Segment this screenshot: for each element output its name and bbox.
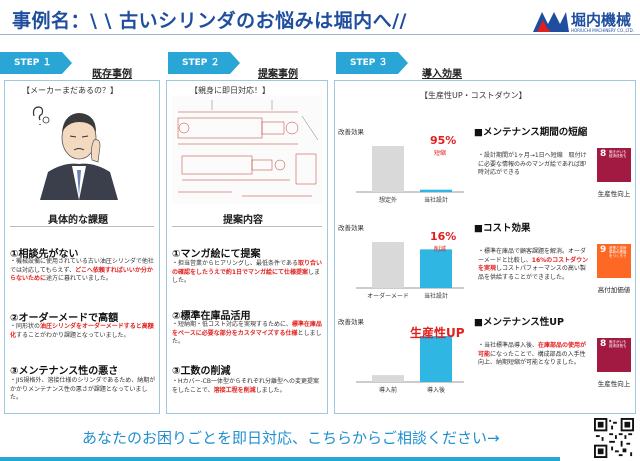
- chart-category-label: 想定外: [379, 196, 397, 204]
- effect-title: ■メンテナンス性UP: [474, 317, 564, 328]
- improvement-label: 改善効果: [338, 318, 364, 326]
- effect-body: ・標準在庫品で顧客課題を解消。オーダーメードと比較し、16%のコストダウンを実現…: [478, 248, 589, 281]
- sdg-caption: 高付加価値: [597, 286, 631, 294]
- step-2-item-3-title: ③工数の削減: [172, 366, 231, 377]
- step-3-tab: STEP ３: [336, 52, 408, 74]
- step-1-tab: STEP １: [0, 52, 72, 74]
- chart-category-label: 導入後: [427, 386, 445, 394]
- step-1-item-2-body: ・同形状の油圧シリンダをオーダーメードすると高額化することがわかり課題となってい…: [10, 323, 154, 339]
- title-divider: [0, 34, 640, 35]
- step-1-title: 既存事例: [92, 69, 132, 80]
- improvement-label: 改善効果: [338, 128, 364, 136]
- step-2-item-1-body: ・担当営業からヒアリングし、最低条件である取り合いの確認をしたうえで約1日でマン…: [172, 260, 322, 284]
- chart-category-label: オーダーメード: [367, 292, 409, 300]
- step-2-item-2-body: ・短納期・低コスト対応を実現するために、標準在庫品をベースに必要な部分をカスタマ…: [172, 321, 322, 345]
- footer-band: [0, 418, 640, 461]
- effect-body: ・設計期間が1ヶ月→1日へ短縮 取付けに必要な情報のみのマンガ絵であれば即時対応…: [478, 152, 587, 176]
- step-1-item-1-title: ①相談先がない: [10, 249, 79, 260]
- chart-bar: [420, 189, 452, 192]
- improvement-label: 改善効果: [338, 224, 364, 232]
- step-2-title: 提案事例: [258, 69, 298, 80]
- effect-percent-note: 削減: [434, 246, 447, 253]
- step-1-item-3-body: ・JIS規格外、溶接仕様のシリンダであるため、納期がかかりメンテナンス性の悪さが…: [10, 377, 156, 401]
- step-2-tab: STEP ２: [168, 52, 240, 74]
- chart-bar: [420, 249, 452, 288]
- step-3-bracket: 【生産性UP・コストダウン】: [420, 91, 527, 100]
- step-2-bracket: 【親身に即日対応！】: [190, 86, 270, 95]
- sdg-badge-icon: 9 産業と技術革新の基盤をつくろう: [597, 244, 631, 278]
- worried-man-illustration-icon: [32, 106, 118, 200]
- effect-percent: 16%: [430, 230, 457, 243]
- chart-category-label: 当社設計: [424, 292, 448, 300]
- chart-bar: [372, 242, 404, 288]
- logo-subtext: HORIUCHI MACHINERY CO.,LTD.: [571, 28, 634, 33]
- chart-bar: [372, 375, 404, 382]
- step-1-bracket: 【メーカーまだあるの？】: [22, 86, 118, 95]
- page-title: 事例名：\ \ 古いシリンダのお悩みは堀内へ//: [12, 10, 407, 32]
- step-3-title: 導入効果: [422, 69, 462, 80]
- effect-percent: 生産性UP: [410, 326, 465, 340]
- effect-chart: 想定外 当社設計: [356, 146, 464, 204]
- chart-category-label: 当社設計: [424, 196, 448, 204]
- step-1-subhead-rule: [10, 226, 154, 227]
- effect-percent: 95%: [430, 134, 457, 147]
- step-1-item-2-title: ②オーダーメードで高額: [10, 313, 119, 324]
- logo-mark-icon: [533, 12, 569, 32]
- step-2-subhead-rule: [172, 226, 322, 227]
- effect-chart: オーダーメード 当社設計: [356, 242, 464, 300]
- contact-cta-link[interactable]: あなたのお困りごとを即日対応、こちらからご相談ください→: [82, 429, 500, 447]
- step-2-item-2-title: ②標準在庫品活用: [172, 311, 251, 322]
- sdg-caption: 生産性向上: [597, 190, 631, 198]
- step-2-item-3-body: ・Hカバー-CB一体型からそれぞれ分離型への変更提案をしたことで、溶接工程を削減…: [172, 378, 319, 394]
- chart-bar: [372, 146, 404, 192]
- effect-percent-note: 短縮: [434, 150, 447, 157]
- chart-bar: [420, 336, 452, 382]
- qr-code-icon[interactable]: [594, 418, 634, 458]
- effect-title: ■コスト効果: [474, 223, 531, 234]
- footer-stripe: [0, 457, 560, 461]
- sdg-badge-icon: 8 働きがいも経済成長も: [597, 148, 631, 182]
- effect-title: ■メンテナンス期間の短縮: [474, 127, 588, 138]
- sdg-caption: 生産性向上: [597, 380, 631, 388]
- company-logo: 堀内機械 HORIUCHI MACHINERY CO.,LTD.: [533, 8, 639, 38]
- effect-body: ・当社標準品導入後、在庫部品の使用が可能になったことで、構成部品の入手性向上、納…: [478, 342, 587, 366]
- step-1-item-3-title: ③メンテナンス性の悪さ: [10, 366, 119, 377]
- step-1-subhead: 具体的な課題: [48, 215, 108, 226]
- step-1-item-1-body: ・機械設備に使用されている古い油圧シリンダで他社では対応してもらえず、どこへ依頼…: [10, 258, 154, 282]
- step-2-item-1-title: ①マンガ絵にて提案: [172, 249, 261, 260]
- cylinder-sketch-drawing-icon: [172, 96, 322, 204]
- chart-category-label: 導入前: [379, 386, 397, 394]
- sdg-badge-icon: 8 働きがいも経済成長も: [597, 338, 631, 372]
- logo-text: 堀内機械: [571, 11, 632, 29]
- step-2-subhead: 提案内容: [223, 215, 263, 226]
- effect-chart: 導入前 導入後: [356, 336, 464, 394]
